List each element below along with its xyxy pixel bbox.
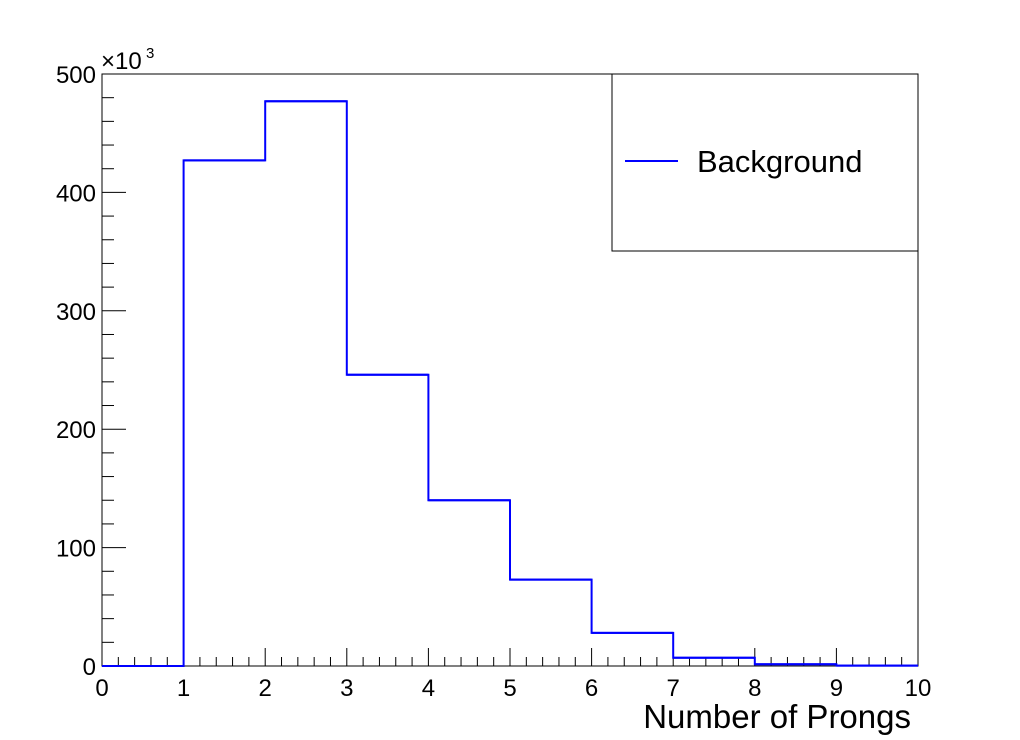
- y-axis-ticks: [102, 73, 126, 667]
- y-multiplier-base: ×10: [101, 48, 142, 75]
- x-tick-label: 3: [340, 675, 353, 702]
- y-tick-label: 500: [56, 62, 96, 89]
- series-layer: [102, 100, 918, 667]
- x-axis-ticks: [101, 648, 919, 666]
- x-tick-label: 4: [422, 675, 435, 702]
- x-tick-label: 5: [503, 675, 516, 702]
- x-tick-label: 9: [830, 675, 843, 702]
- x-tick-label: 6: [585, 675, 598, 702]
- y-tick-label: 0: [83, 654, 96, 681]
- y-multiplier-exponent: 3: [146, 45, 154, 62]
- histogram-series-background: [102, 100, 918, 667]
- x-tick-label: 0: [95, 675, 108, 702]
- x-tick-label: 10: [905, 675, 932, 702]
- x-axis-title: Number of Prongs: [643, 698, 911, 735]
- legend-label-background: Background: [697, 144, 862, 179]
- y-tick-label: 100: [56, 536, 96, 563]
- y-tick-label: 300: [56, 299, 96, 326]
- legend-box: [611, 73, 919, 252]
- x-tick-label: 8: [748, 675, 761, 702]
- x-tick-label: 1: [177, 675, 190, 702]
- legend: Background: [611, 73, 919, 252]
- x-tick-label: 2: [259, 675, 272, 702]
- y-axis-tick-labels: 0 100 200 300 400 500: [56, 62, 96, 681]
- y-tick-label: 400: [56, 180, 96, 207]
- x-axis-tick-labels: 0 1 2 3 4 5 6 7 8 9 10: [95, 675, 931, 702]
- y-tick-label: 200: [56, 417, 96, 444]
- y-multiplier: ×10 3: [101, 45, 154, 75]
- x-tick-label: 7: [667, 675, 680, 702]
